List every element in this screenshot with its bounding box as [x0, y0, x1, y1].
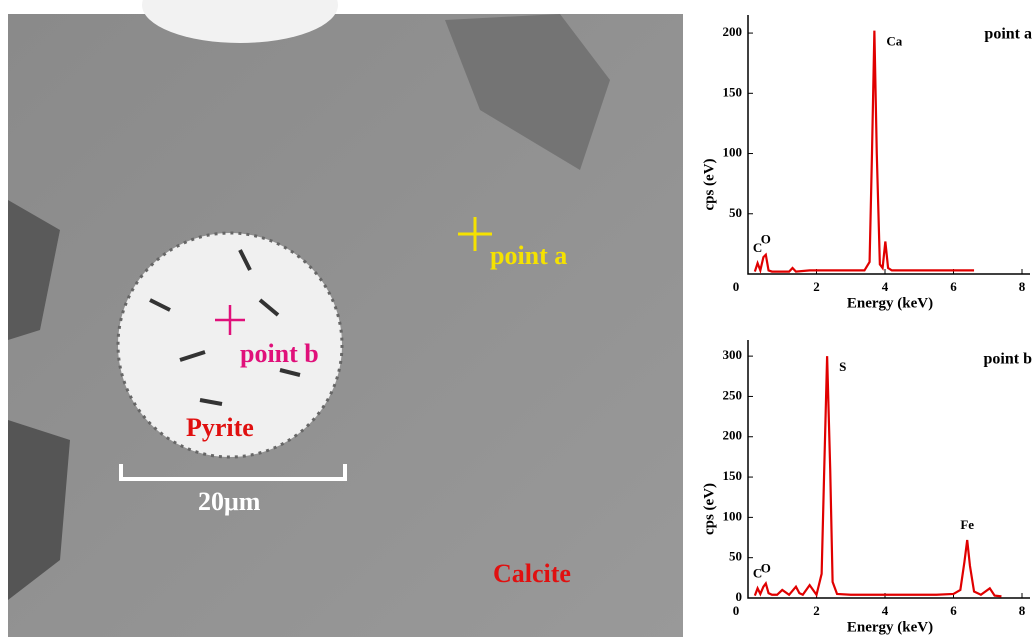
peak-label: O: [761, 232, 771, 247]
y-tick-label: 50: [729, 205, 742, 220]
y-tick-label: 250: [723, 387, 743, 402]
y-tick-label: 200: [723, 428, 743, 443]
label-calcite: Calcite: [493, 559, 571, 588]
label-pyrite: Pyrite: [186, 413, 254, 442]
x-tick-label: 2: [813, 603, 820, 618]
chart-title: point b: [984, 351, 1033, 368]
y-tick-label: 100: [723, 145, 743, 160]
label-point-a: point a: [490, 241, 567, 270]
y-tick-label: 100: [723, 508, 743, 523]
y-tick-label: 0: [736, 589, 743, 604]
sem-image: point a point b Pyrite 20μm Calcite: [8, 0, 683, 637]
scale-label: 20μm: [198, 487, 261, 516]
axes: [748, 340, 1030, 598]
y-axis-label: cps (eV): [701, 483, 717, 535]
x-axis-label: Energy (keV): [847, 295, 933, 311]
x-tick-label: 8: [1019, 279, 1026, 294]
x-tick-label: 6: [950, 603, 957, 618]
peak-label: Fe: [960, 517, 974, 532]
peak-label: O: [761, 560, 771, 575]
x-tick-label: 0: [733, 603, 740, 618]
axes: [748, 15, 1030, 274]
y-tick-label: 200: [723, 24, 743, 39]
y-tick-label: 300: [723, 347, 743, 362]
peak-label: Ca: [886, 34, 902, 49]
figure: point a point b Pyrite 20μm Calcite 50 10…: [0, 0, 1033, 637]
page: point a point b Pyrite 20μm Calcite 50 10…: [0, 0, 1033, 637]
y-tick-label: 150: [723, 468, 743, 483]
label-point-b: point b: [240, 339, 319, 368]
chart-title: point a: [984, 26, 1032, 43]
x-tick-label: 4: [882, 603, 889, 618]
x-axis-label: Energy (keV): [847, 619, 933, 635]
spectrum-line: [755, 356, 1002, 596]
x-tick-label: 0: [733, 279, 740, 294]
x-tick-label: 4: [882, 279, 889, 294]
x-tick-label: 6: [950, 279, 957, 294]
spectrum-line: [755, 31, 974, 272]
y-tick-label: 50: [729, 549, 742, 564]
peak-label: S: [839, 359, 846, 374]
x-tick-label: 8: [1019, 603, 1026, 618]
y-tick-label: 150: [723, 84, 743, 99]
y-axis-label: cps (eV): [701, 158, 717, 210]
x-tick-label: 2: [813, 279, 820, 294]
